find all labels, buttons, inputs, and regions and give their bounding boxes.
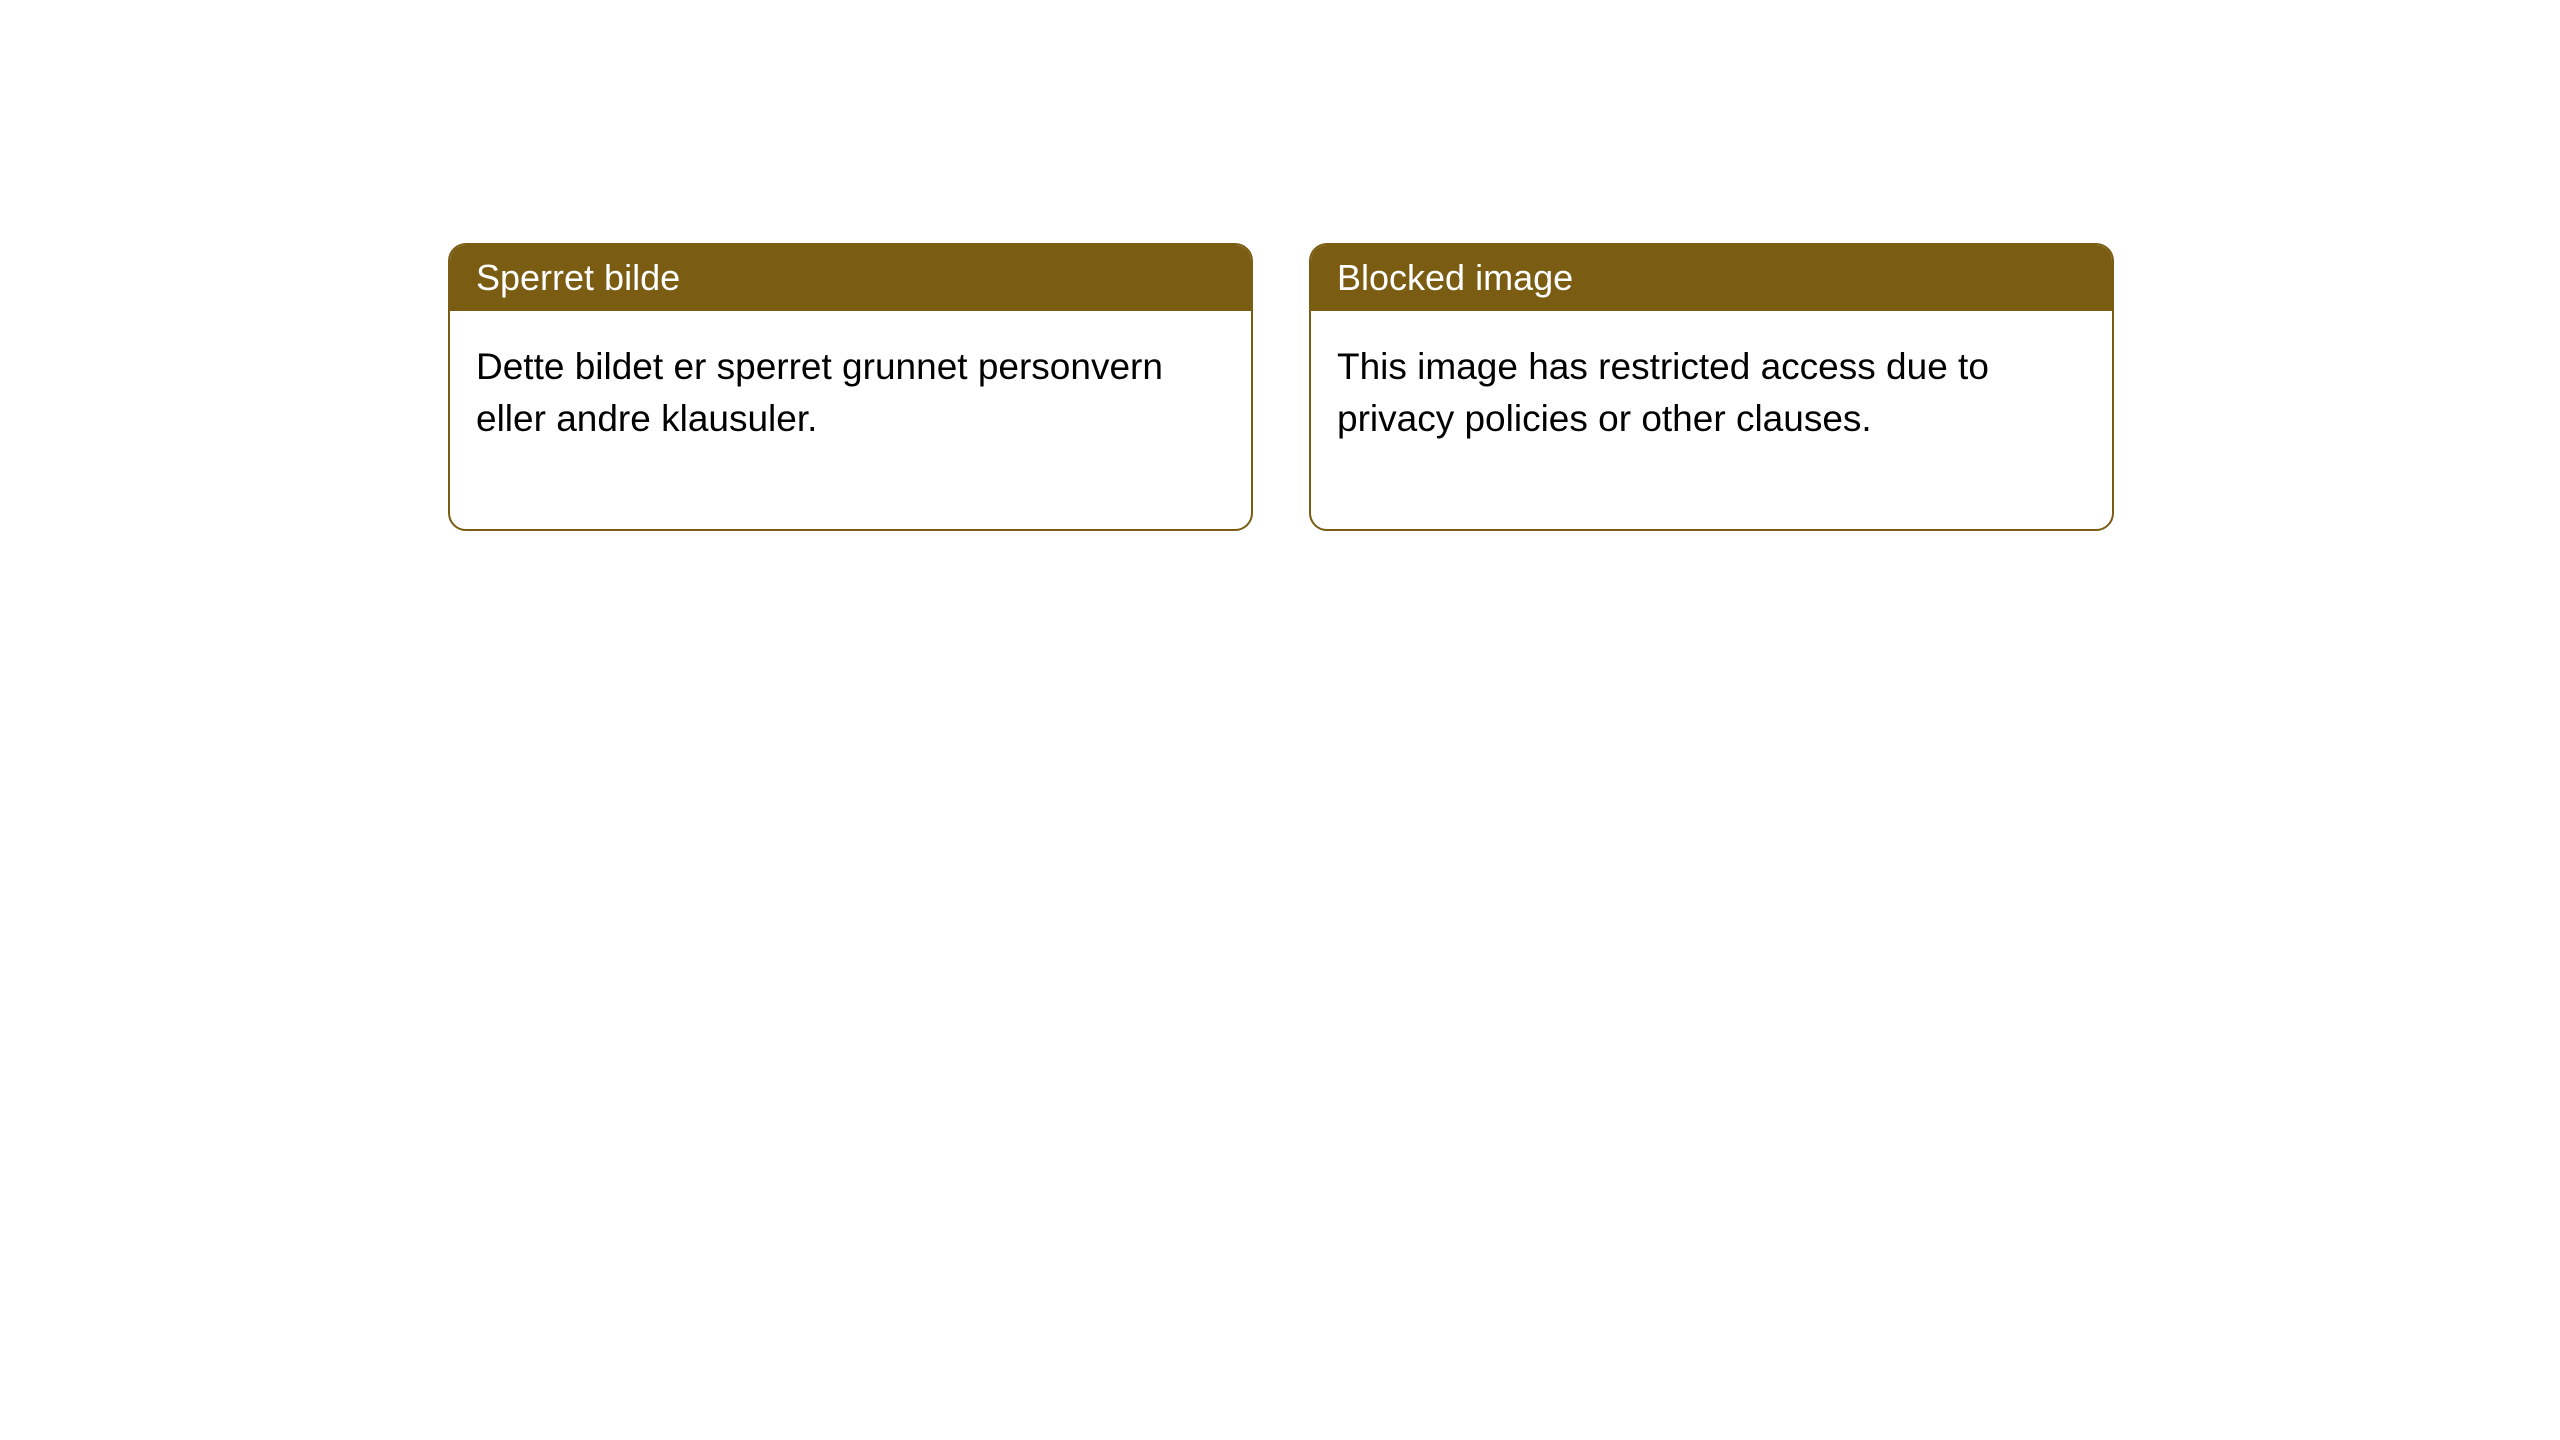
card-header: Sperret bilde	[450, 245, 1251, 311]
notice-card-norwegian: Sperret bilde Dette bildet er sperret gr…	[448, 243, 1253, 531]
card-title: Sperret bilde	[476, 257, 680, 298]
notice-cards-row: Sperret bilde Dette bildet er sperret gr…	[448, 243, 2560, 531]
card-title: Blocked image	[1337, 257, 1573, 298]
card-body: Dette bildet er sperret grunnet personve…	[450, 311, 1251, 529]
card-body-text: Dette bildet er sperret grunnet personve…	[476, 346, 1163, 439]
notice-card-english: Blocked image This image has restricted …	[1309, 243, 2114, 531]
card-body: This image has restricted access due to …	[1311, 311, 2112, 529]
card-body-text: This image has restricted access due to …	[1337, 346, 1989, 439]
card-header: Blocked image	[1311, 245, 2112, 311]
